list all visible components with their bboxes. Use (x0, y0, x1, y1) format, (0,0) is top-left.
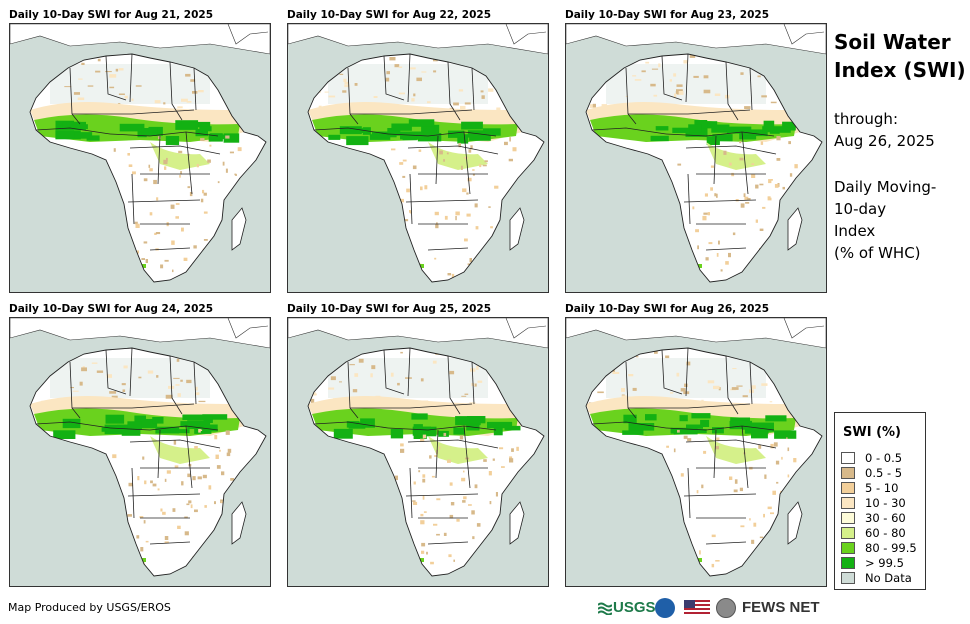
desc-line1: Daily Moving- (834, 178, 937, 196)
panel-title: Daily 10-Day SWI for Aug 22, 2025 (287, 9, 492, 21)
legend-title: SWI (%) (843, 425, 901, 440)
map-panel-3: Daily 10-Day SWI for Aug 23, 2025 (565, 9, 827, 295)
legend-label: 5 - 10 (865, 481, 899, 495)
map-canvas (288, 24, 548, 292)
panel-title: Daily 10-Day SWI for Aug 23, 2025 (565, 9, 770, 21)
logo-bar: USGS FEWS NET (598, 597, 828, 621)
main-title: Soil Water Index (SWI) (834, 28, 966, 84)
usgs-logo: USGS (613, 599, 656, 616)
legend-swatch (841, 557, 855, 569)
usgs-logo-icon (598, 602, 612, 615)
main-title-line1: Soil Water (834, 30, 951, 54)
legend-swatch (841, 512, 855, 524)
legend-swatch (841, 572, 855, 584)
panel-title: Daily 10-Day SWI for Aug 26, 2025 (565, 303, 770, 315)
africa-map (565, 23, 827, 293)
legend-label: 80 - 99.5 (865, 541, 917, 555)
desc-line4: (% of WHC) (834, 244, 921, 262)
legend-label: 60 - 80 (865, 526, 906, 540)
legend-label: No Data (865, 571, 912, 585)
map-panel-5: Daily 10-Day SWI for Aug 25, 2025 (287, 303, 549, 589)
map-canvas (566, 318, 826, 586)
legend-label: 30 - 60 (865, 511, 906, 525)
through-block: through: Aug 26, 2025 (834, 108, 935, 152)
through-label: through: (834, 110, 898, 128)
legend-swatch (841, 482, 855, 494)
legend-swatch (841, 452, 855, 464)
desc-line3: Index (834, 222, 876, 240)
credit-text: Map Produced by USGS/EROS (8, 601, 171, 614)
main-title-line2: Index (SWI) (834, 58, 966, 82)
panel-title: Daily 10-Day SWI for Aug 25, 2025 (287, 303, 492, 315)
legend-swatch (841, 542, 855, 554)
fews-net-logo: FEWS NET (742, 599, 820, 616)
panel-title: Daily 10-Day SWI for Aug 21, 2025 (9, 9, 214, 21)
africa-map (9, 317, 271, 587)
map-canvas (10, 318, 270, 586)
through-date: Aug 26, 2025 (834, 132, 935, 150)
noaa-logo-icon (655, 598, 675, 618)
map-panel-1: Daily 10-Day SWI for Aug 21, 2025 (9, 9, 271, 295)
map-canvas (566, 24, 826, 292)
map-canvas (10, 24, 270, 292)
map-panel-6: Daily 10-Day SWI for Aug 26, 2025 (565, 303, 827, 589)
desc-line2: 10-day (834, 200, 887, 218)
africa-map (565, 317, 827, 587)
legend-swatch (841, 467, 855, 479)
legend-swatch (841, 497, 855, 509)
map-panel-2: Daily 10-Day SWI for Aug 22, 2025 (287, 9, 549, 295)
map-canvas (288, 318, 548, 586)
legend-label: 10 - 30 (865, 496, 906, 510)
legend-label: 0.5 - 5 (865, 466, 903, 480)
map-panel-4: Daily 10-Day SWI for Aug 24, 2025 (9, 303, 271, 589)
legend-swatch (841, 527, 855, 539)
legend-label: > 99.5 (865, 556, 904, 570)
panel-title: Daily 10-Day SWI for Aug 24, 2025 (9, 303, 214, 315)
africa-map (9, 23, 271, 293)
africa-map (287, 317, 549, 587)
africa-map (287, 23, 549, 293)
us-flag-icon (684, 600, 710, 616)
legend-label: 0 - 0.5 (865, 451, 903, 465)
usaid-seal-icon (716, 598, 736, 618)
description-block: Daily Moving- 10-day Index (% of WHC) (834, 176, 936, 264)
